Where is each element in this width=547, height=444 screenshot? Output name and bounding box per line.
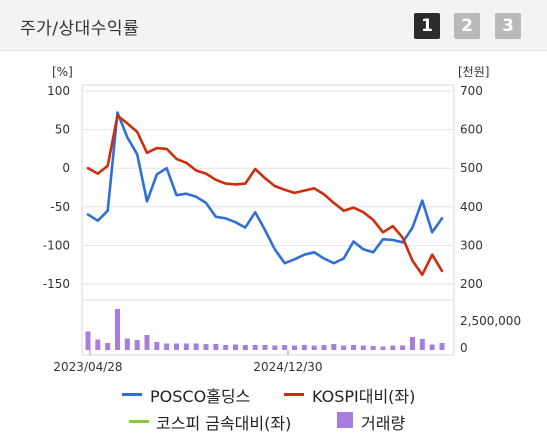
volume-tick-label: 2,500,000: [460, 314, 521, 328]
tab-3[interactable]: 3: [495, 13, 521, 39]
left-axis-unit: [%]: [52, 65, 73, 79]
volume-bar: [419, 339, 425, 350]
volume-bar: [213, 344, 219, 350]
volume-bar: [203, 344, 209, 350]
volume-bar: [193, 343, 199, 350]
legend-label-metal[interactable]: 코스피 금속대비(좌): [156, 414, 292, 433]
right-tick-label: 700: [460, 84, 483, 98]
right-tick-label: 200: [460, 277, 483, 291]
series-line-posco: [86, 111, 444, 265]
volume-tick-label: 0: [460, 341, 468, 355]
left-tick-label: 0: [62, 161, 70, 175]
volume-bar: [252, 345, 258, 350]
plot-frame: [81, 84, 455, 356]
legend-label-kospi[interactable]: KOSPI대비(좌): [312, 387, 416, 406]
chart-header: 주가/상대수익률 1 2 3: [0, 0, 547, 51]
volume-bar: [429, 344, 435, 350]
volume-bar: [301, 345, 307, 350]
volume-bar: [115, 309, 120, 350]
legend-swatch-volume: [337, 412, 353, 428]
volume-bar: [360, 345, 366, 350]
volume-bar: [400, 345, 406, 350]
legend-label-volume[interactable]: 거래량: [361, 414, 406, 433]
volume-bar: [134, 340, 140, 350]
volume-bar: [380, 346, 386, 350]
volume-bar: [223, 345, 229, 350]
right-axis-unit: [천원]: [458, 64, 489, 79]
legend-label-posco[interactable]: POSCO홀딩스: [150, 387, 251, 406]
volume-bar: [272, 345, 278, 350]
volume-bar: [233, 344, 238, 350]
volume-bar: [351, 345, 356, 350]
right-tick-label: 500: [460, 161, 483, 175]
left-tick-label: 50: [55, 123, 70, 137]
legend-swatch-kospi: [284, 393, 304, 396]
volume-bar: [174, 343, 179, 350]
volume-bar: [282, 345, 288, 350]
left-tick-label: -50: [50, 200, 70, 214]
chart-title: 주가/상대수익률: [20, 19, 140, 39]
volume-bar: [85, 331, 91, 350]
right-tick-label: 400: [460, 200, 483, 214]
tab-2[interactable]: 2: [454, 13, 480, 39]
tab-1[interactable]: 1: [414, 13, 440, 39]
left-tick-label: 100: [47, 84, 70, 98]
x-tick-label: 2024/12/30: [253, 360, 322, 374]
volume-bar: [292, 345, 297, 350]
volume-bar: [262, 345, 268, 350]
left-tick-label: -100: [43, 238, 70, 252]
x-tick-label: 2023/04/28: [53, 360, 122, 374]
volume-bar: [321, 345, 327, 350]
volume-bar: [144, 335, 150, 350]
volume-bar: [341, 345, 347, 350]
volume-bar: [370, 346, 376, 350]
volume-bar: [183, 343, 189, 350]
series-line-kospi: [86, 114, 444, 277]
legend-swatch-metal: [129, 420, 149, 423]
volume-bar: [164, 343, 170, 350]
volume-bar: [439, 343, 445, 350]
volume-bar: [242, 345, 248, 350]
volume-bar: [311, 345, 317, 350]
left-tick-label: -150: [43, 277, 70, 291]
volume-bar: [410, 337, 415, 350]
volume-bar: [154, 342, 160, 350]
right-tick-label: 300: [460, 238, 483, 252]
volume-bar: [124, 338, 130, 350]
legend-swatch-posco: [122, 393, 142, 396]
volume-bar: [105, 343, 111, 350]
volume-bar: [390, 345, 396, 350]
right-tick-label: 600: [460, 123, 483, 137]
volume-bar: [95, 339, 101, 350]
volume-bar: [331, 344, 337, 350]
